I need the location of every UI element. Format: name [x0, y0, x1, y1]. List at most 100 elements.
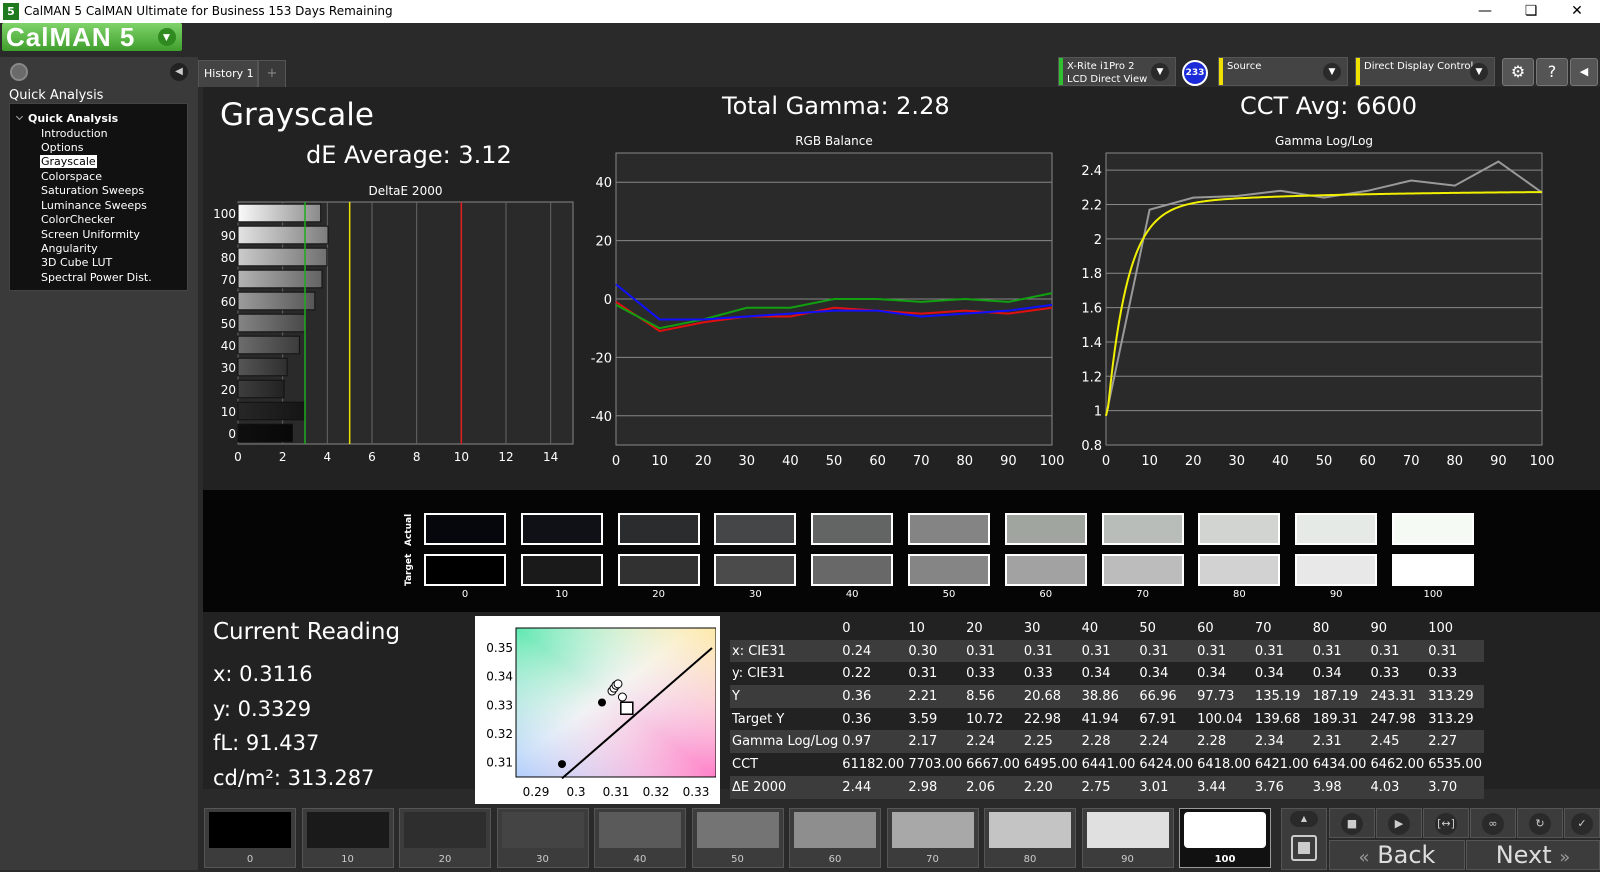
- patch-swatch: [501, 812, 584, 848]
- deltae-x-tick: 14: [543, 450, 558, 464]
- sidebar-item-angularity[interactable]: Angularity: [41, 242, 98, 255]
- rgb-series-line: [615, 283, 1053, 321]
- help-icon[interactable]: ?: [1536, 58, 1568, 86]
- chevron-down-icon[interactable]: ▼: [158, 28, 176, 46]
- swatch-strip: [203, 490, 1600, 612]
- chevron-down-icon[interactable]: ▼: [1151, 63, 1169, 81]
- sidebar-item-saturation-sweeps[interactable]: Saturation Sweeps: [41, 184, 145, 197]
- meter-selector[interactable]: X-Rite i1Pro 2 LCD Direct View ▼: [1058, 57, 1176, 86]
- refresh-icon[interactable]: ↻: [1517, 808, 1563, 838]
- patch-button-30[interactable]: 30: [496, 808, 589, 868]
- table-cell: 2.31: [1310, 730, 1369, 754]
- close-icon[interactable]: ✕: [1571, 3, 1583, 19]
- back-button[interactable]: « Back: [1329, 840, 1465, 870]
- table-cell: 313.29: [1426, 707, 1484, 731]
- gamma-y-tick: 1.4: [1081, 336, 1102, 351]
- cie-y-tick: 0.32: [486, 727, 513, 741]
- calman-logo[interactable]: CalMAN 5 ▼: [2, 23, 182, 51]
- table-cell: 40: [1079, 617, 1138, 640]
- target-swatch: [714, 554, 797, 586]
- measure-range-icon[interactable]: [↔]: [1423, 808, 1469, 838]
- check-icon[interactable]: ✓: [1564, 808, 1600, 838]
- deltae-bar: [237, 357, 288, 377]
- patch-button-50[interactable]: 50: [691, 808, 784, 868]
- cie-y-tick: 0.33: [486, 698, 513, 712]
- gamma-x-tick: 20: [1185, 454, 1202, 469]
- patch-button-40[interactable]: 40: [594, 808, 686, 868]
- actual-swatch: [617, 513, 700, 545]
- collapse-right-icon[interactable]: ◀: [1570, 58, 1598, 86]
- cie-y-tick: 0.34: [486, 670, 513, 684]
- tab-history[interactable]: History 1: [198, 60, 258, 87]
- meter-badge[interactable]: 233: [1182, 60, 1208, 86]
- table-cell: 66.96: [1137, 685, 1196, 708]
- table-row: CCT 61182.00 7703.00 6667.00 6495.00 6441.00 6…: [730, 753, 1484, 776]
- table-cell: 0.31: [1137, 639, 1196, 663]
- add-tab-button[interactable]: +: [258, 60, 286, 87]
- display-selector[interactable]: Direct Display Control ▼: [1355, 57, 1495, 86]
- target-swatch: [617, 554, 700, 586]
- cie-y-tick: 0.35: [486, 641, 513, 655]
- deltae-x-tick: 12: [498, 450, 513, 464]
- table-header-row: 0 10 20 30 40 50 60 70 80 90 100: [730, 617, 1484, 640]
- patch-button-60[interactable]: 60: [789, 808, 881, 868]
- patch-label: 20: [438, 854, 452, 865]
- sidebar-item-colorspace[interactable]: Colorspace: [41, 170, 102, 183]
- table-cell: 2.34: [1252, 730, 1311, 754]
- sidebar-item-3d-cube-lut[interactable]: 3D Cube LUT: [41, 256, 113, 269]
- patch-button-80[interactable]: 80: [984, 808, 1076, 868]
- table-cell: 20: [964, 617, 1022, 640]
- table-cell: 0.36: [840, 707, 907, 731]
- stop-icon[interactable]: ■: [1329, 808, 1375, 838]
- row-label: [730, 617, 841, 640]
- play-icon[interactable]: ▶: [1376, 808, 1422, 838]
- maximize-icon[interactable]: ❏: [1524, 3, 1538, 19]
- table-cell: 30: [1021, 617, 1080, 640]
- sidebar-item-spectral-power[interactable]: Spectral Power Dist.: [41, 271, 152, 284]
- table-cell: 2.17: [906, 730, 965, 754]
- patch-button-70[interactable]: 70: [886, 808, 979, 868]
- chevron-down-icon[interactable]: ▼: [1323, 63, 1341, 81]
- patch-button-90[interactable]: 90: [1081, 808, 1174, 868]
- stop-read-button[interactable]: ▲: [1281, 808, 1327, 870]
- swatch-label: 30: [749, 589, 762, 600]
- patch-button-10[interactable]: 10: [301, 808, 394, 868]
- patch-button-100[interactable]: 100: [1179, 808, 1271, 868]
- sidebar-item-options[interactable]: Options: [41, 141, 84, 154]
- rgb-x-tick: 50: [826, 454, 843, 469]
- rgb-x-tick: 80: [957, 454, 974, 469]
- minimize-icon[interactable]: —: [1478, 3, 1492, 19]
- actual-swatch: [1392, 513, 1474, 545]
- gamma-x-tick: 40: [1272, 454, 1289, 469]
- source-selector[interactable]: Source ▼: [1218, 57, 1348, 86]
- sidebar-item-screen-uniformity[interactable]: Screen Uniformity: [41, 228, 140, 241]
- gamma-y-tick: 1.2: [1081, 370, 1102, 385]
- sidebar-item-colorchecker[interactable]: ColorChecker: [41, 213, 115, 226]
- next-button[interactable]: Next »: [1466, 840, 1600, 870]
- gear-icon[interactable]: ⚙: [1502, 58, 1534, 86]
- workflow-circle-icon[interactable]: [10, 63, 28, 81]
- tree-root[interactable]: Quick Analysis: [28, 112, 119, 125]
- cie-x-tick: 0.31: [603, 785, 630, 799]
- table-cell: 2.75: [1079, 775, 1138, 799]
- table-cell: 0.33: [1368, 662, 1427, 686]
- swatch-label: 10: [555, 589, 569, 600]
- sidebar-item-introduction[interactable]: Introduction: [41, 127, 108, 140]
- patch-button-20[interactable]: 20: [399, 808, 491, 868]
- table-cell: 2.98: [906, 775, 965, 799]
- deltae-bar: [237, 291, 316, 311]
- patch-swatch: [1184, 812, 1266, 848]
- table-row: Gamma Log/Log 0.97 2.17 2.24 2.25 2.28 2.24 2.2…: [730, 730, 1484, 754]
- table-cell: 10.72: [964, 707, 1022, 731]
- table-cell: 2.24: [964, 730, 1022, 754]
- patch-button-0[interactable]: 0: [204, 808, 296, 868]
- continuous-icon[interactable]: ∞: [1470, 808, 1516, 838]
- table-cell: 3.76: [1252, 775, 1311, 799]
- meter-accent: [1059, 58, 1063, 85]
- total-gamma: Total Gamma: 2.28: [722, 92, 950, 120]
- collapse-sidebar-icon[interactable]: ◀: [170, 63, 188, 81]
- chevron-down-icon[interactable]: ▼: [1470, 63, 1488, 81]
- table-cell: 22.98: [1021, 707, 1080, 731]
- sidebar-item-grayscale[interactable]: Grayscale: [40, 155, 97, 168]
- sidebar-item-luminance-sweeps[interactable]: Luminance Sweeps: [41, 199, 147, 212]
